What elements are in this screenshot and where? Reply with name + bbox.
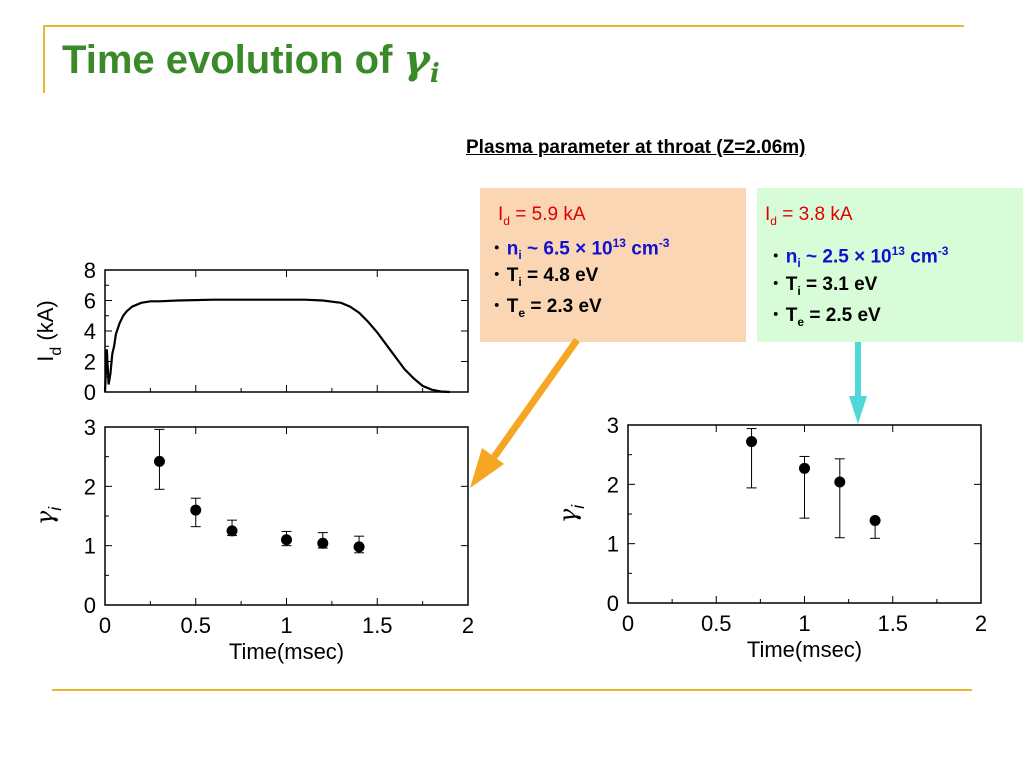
x-tick-label: 0 — [99, 613, 111, 638]
title-subscript: i — [429, 59, 440, 89]
data-point — [226, 525, 238, 537]
y-tick-label: 6 — [84, 289, 96, 314]
case1-ion-temperature: ･ Ti = 4.8 eV — [492, 265, 599, 289]
y-axis-label: γi — [554, 504, 588, 523]
x-tick-label: 0.5 — [180, 613, 211, 638]
x-tick-label: 1 — [280, 613, 292, 638]
data-point — [153, 455, 165, 467]
y-tick-label: 1 — [607, 532, 619, 557]
frame-top-rule — [44, 25, 964, 27]
case2-ion-temperature: ･ Ti = 3.1 eV — [771, 274, 878, 298]
frame-left-rule — [43, 25, 45, 93]
title-symbol: γ — [403, 36, 430, 83]
case2-density: ･ ni ~ 2.5 × 1013 cm-3 — [771, 244, 949, 271]
gamma-chart-case2: 0 1 2 3 0 0.5 1 1.5 2 Time(msec) γi — [554, 413, 987, 662]
x-tick-label: 2 — [462, 613, 474, 638]
case1-electron-temperature: ･ Te = 2.3 eV — [492, 296, 602, 320]
x-tick-label: 2 — [975, 611, 987, 636]
y-tick-label: 2 — [84, 350, 96, 375]
current-trace — [103, 298, 450, 394]
cyan-arrow-head — [849, 396, 867, 424]
data-point — [834, 476, 846, 488]
data-point — [869, 515, 881, 527]
y-tick-label: 0 — [84, 593, 96, 618]
data-point — [353, 541, 365, 553]
case2-electron-temperature: ･ Te = 2.5 eV — [771, 305, 881, 329]
x-tick-label: 0.5 — [701, 611, 732, 636]
y-tick-label: 0 — [607, 591, 619, 616]
data-point — [317, 537, 329, 549]
data-point — [190, 504, 202, 516]
orange-arrow-head — [470, 448, 504, 488]
y-tick-label: 1 — [84, 534, 96, 559]
gamma-chart-case1: 0 1 2 3 0 0.5 1 1.5 2 Time(msec) γi — [31, 415, 474, 664]
orange-arrow-shaft — [489, 337, 580, 463]
frame-bottom-rule — [52, 689, 972, 691]
x-tick-label: 0 — [622, 611, 634, 636]
y-tick-label: 8 — [84, 258, 96, 283]
x-axis-label: Time(msec) — [747, 637, 862, 662]
data-point — [799, 462, 810, 474]
case2-parameter-box: Id = 3.8 kA ･ ni ~ 2.5 × 1013 cm-3 ･ Ti … — [757, 188, 1023, 342]
y-axis-label: Id (kA) — [33, 300, 65, 361]
x-axis-label: Time(msec) — [229, 639, 344, 664]
x-tick-label: 1.5 — [877, 611, 908, 636]
y-tick-label: 4 — [84, 319, 96, 344]
title-text: Time evolution of — [62, 38, 404, 82]
slide-title: Time evolution of γi — [62, 36, 440, 89]
y-axis-label: γi — [31, 506, 65, 525]
case1-density: ･ ni ~ 6.5 × 1013 cm-3 — [492, 236, 670, 263]
data-point — [281, 534, 292, 546]
y-tick-label: 3 — [607, 413, 619, 438]
plot-frame — [104, 269, 469, 393]
y-tick-label: 2 — [607, 472, 619, 497]
arrows — [470, 337, 867, 488]
y-tick-label: 3 — [84, 415, 96, 440]
case1-current: Id = 5.9 kA — [498, 204, 586, 228]
case1-parameter-box: Id = 5.9 kA ･ ni ~ 6.5 × 1013 cm-3 ･ Ti … — [480, 188, 746, 342]
y-tick-label: 0 — [84, 380, 96, 405]
y-tick-label: 2 — [84, 474, 96, 499]
x-tick-label: 1.5 — [362, 613, 393, 638]
x-tick-label: 1 — [798, 611, 810, 636]
case2-current: Id = 3.8 kA — [765, 204, 853, 228]
plasma-parameter-heading: Plasma parameter at throat (Z=2.06m) — [466, 137, 806, 158]
data-point — [746, 436, 758, 448]
discharge-current-chart: 0 2 4 6 8 Id (kA) — [33, 258, 469, 405]
